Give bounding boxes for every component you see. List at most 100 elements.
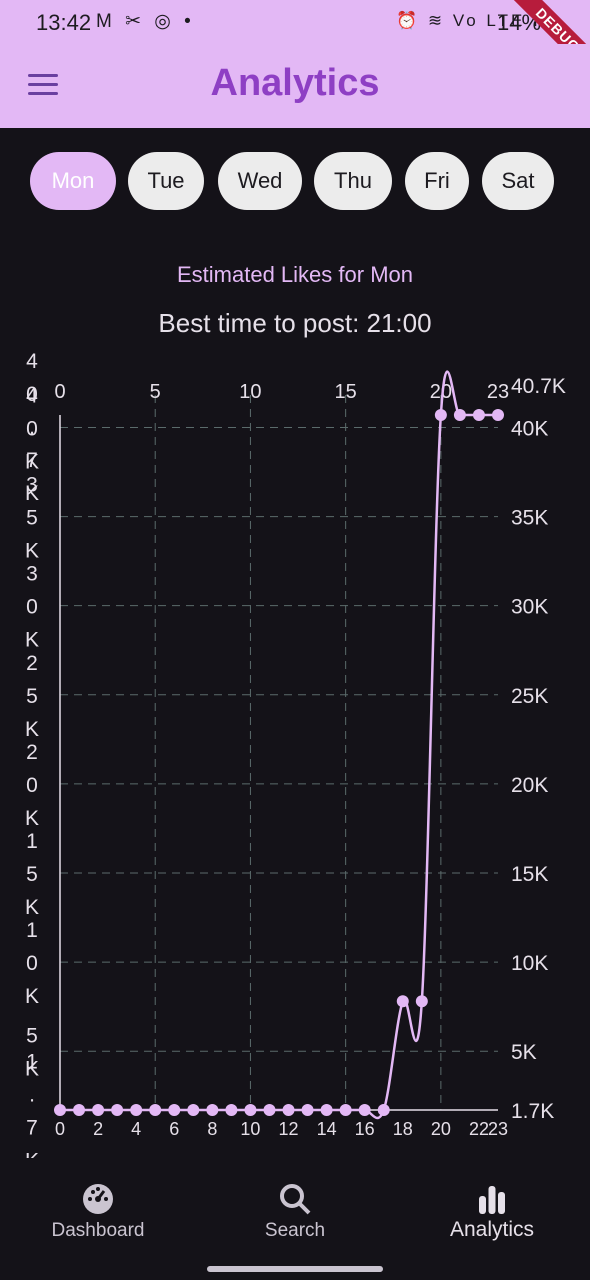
home-indicator[interactable]: [207, 1266, 383, 1272]
data-point: [111, 1104, 123, 1116]
data-point: [416, 995, 428, 1007]
y-tick-label-left: 5: [26, 685, 38, 708]
day-chip-sat[interactable]: Sat: [482, 152, 554, 210]
x-tick-label-bottom: 10: [240, 1119, 260, 1139]
data-point: [473, 409, 485, 421]
data-point: [283, 1104, 295, 1116]
y-tick-label-left: 7: [26, 1117, 38, 1140]
day-chip-tue[interactable]: Tue: [128, 152, 204, 210]
y-tick-label-left: 0: [26, 383, 38, 406]
y-tick-label-left: .: [29, 1084, 35, 1107]
nav-analytics[interactable]: Analytics: [394, 1168, 590, 1258]
y-tick-label-left: 0: [26, 596, 38, 619]
x-tick-label-bottom: 18: [393, 1119, 413, 1139]
y-tick-label-left: 1: [26, 830, 38, 853]
y-tick-label-left: K: [25, 718, 39, 741]
status-time: 13:42: [36, 10, 91, 36]
y-tick-label-right: 35K: [511, 507, 548, 530]
day-chip-mon[interactable]: Mon: [30, 152, 116, 210]
dashboard-icon: [81, 1182, 115, 1216]
y-tick-label-right: 40K: [511, 417, 548, 440]
y-tick-label-left: 2: [26, 741, 38, 764]
day-chip-thu[interactable]: Thu: [314, 152, 392, 210]
x-tick-label-bottom: 12: [279, 1119, 299, 1139]
y-tick-label-left: K: [25, 540, 39, 563]
x-tick-label-bottom: 14: [317, 1119, 337, 1139]
x-tick-label-bottom: 16: [355, 1119, 375, 1139]
x-tick-label-bottom: 6: [169, 1119, 179, 1139]
data-point: [168, 1104, 180, 1116]
chart-heading: Estimated Likes for Mon: [0, 262, 590, 288]
data-point: [225, 1104, 237, 1116]
nav-dashboard[interactable]: Dashboard: [0, 1168, 196, 1258]
day-chip-fri[interactable]: Fri: [405, 152, 469, 210]
y-tick-label-right: 15K: [511, 863, 548, 886]
y-tick-label-left: 7: [26, 449, 38, 472]
data-point: [302, 1104, 314, 1116]
nav-search[interactable]: Search: [197, 1168, 393, 1258]
x-tick-label-bottom: 4: [131, 1119, 141, 1139]
y-tick-label-left: K: [25, 482, 39, 505]
x-tick-label-top: 10: [239, 381, 261, 403]
y-tick-label-left: K: [25, 1150, 39, 1159]
data-point: [340, 1104, 352, 1116]
y-tick-label-left: 0: [26, 774, 38, 797]
y-tick-label-left: 2: [26, 652, 38, 675]
data-point: [73, 1104, 85, 1116]
notification-icons: M ✂ ◎ •: [96, 10, 195, 33]
x-tick-label-bottom: 2: [93, 1119, 103, 1139]
data-point: [435, 409, 447, 421]
x-tick-label-bottom: 8: [207, 1119, 217, 1139]
y-tick-label-left: K: [25, 807, 39, 830]
day-chip-wed[interactable]: Wed: [218, 152, 302, 210]
x-tick-label-bottom: 0: [55, 1119, 65, 1139]
nav-label-dashboard: Dashboard: [0, 1220, 196, 1242]
data-point: [378, 1104, 390, 1116]
data-point: [92, 1104, 104, 1116]
x-tick-label-top: 23: [487, 381, 509, 403]
y-tick-label-right: 20K: [511, 774, 548, 797]
data-point: [492, 409, 504, 421]
x-tick-label-bottom: 20: [431, 1119, 451, 1139]
nav-label-analytics: Analytics: [394, 1218, 590, 1242]
y-tick-label-left: 4: [26, 350, 38, 373]
nav-label-search: Search: [197, 1220, 393, 1242]
y-tick-label-right: 1.7K: [511, 1100, 554, 1123]
y-tick-label-left: K: [25, 629, 39, 652]
y-tick-label-right: 40.7K: [511, 375, 566, 398]
best-time-label: Best time to post: 21:00: [0, 308, 590, 339]
status-bar: 13:42 M ✂ ◎ • ⏰ ≋ Vo LTE ıll 14%: [0, 0, 590, 44]
y-tick-label-left: K: [25, 896, 39, 919]
likes-line-chart: 0 5 10 15 20 230 2 4 6 8 10 12 14 16 18 20 22 231.7K5K10K…: [0, 350, 590, 1158]
y-tick-label-left: 5: [26, 863, 38, 886]
x-tick-label-bottom: 22: [469, 1119, 489, 1139]
series-line: [60, 372, 498, 1118]
y-tick-label-left: 3: [26, 563, 38, 586]
data-point: [149, 1104, 161, 1116]
x-tick-label-top: 5: [150, 381, 161, 403]
bottom-navigation: Dashboard Search Analytics: [0, 1168, 590, 1258]
data-point: [263, 1104, 275, 1116]
page-title: Analytics: [0, 62, 590, 105]
y-tick-label-left: 1: [26, 919, 38, 942]
data-point: [321, 1104, 333, 1116]
search-icon: [278, 1182, 312, 1216]
x-tick-label-top: 0: [54, 381, 65, 403]
y-tick-label-left: 5: [26, 507, 38, 530]
data-point: [359, 1104, 371, 1116]
y-tick-label-left: 5: [26, 1025, 38, 1048]
day-selector: Mon Tue Wed Thu Fri Sat: [30, 152, 560, 210]
x-tick-label-bottom: 23: [488, 1119, 508, 1139]
y-tick-label-right: 25K: [511, 685, 548, 708]
app-bar: Analytics: [0, 44, 590, 128]
data-point: [454, 409, 466, 421]
data-point: [206, 1104, 218, 1116]
data-point: [130, 1104, 142, 1116]
data-point: [54, 1104, 66, 1116]
y-tick-label-left: K: [25, 1058, 39, 1081]
data-point: [187, 1104, 199, 1116]
y-tick-label-left: K: [25, 985, 39, 1008]
data-point: [397, 995, 409, 1007]
data-point: [244, 1104, 256, 1116]
y-tick-label-right: 5K: [511, 1041, 537, 1064]
